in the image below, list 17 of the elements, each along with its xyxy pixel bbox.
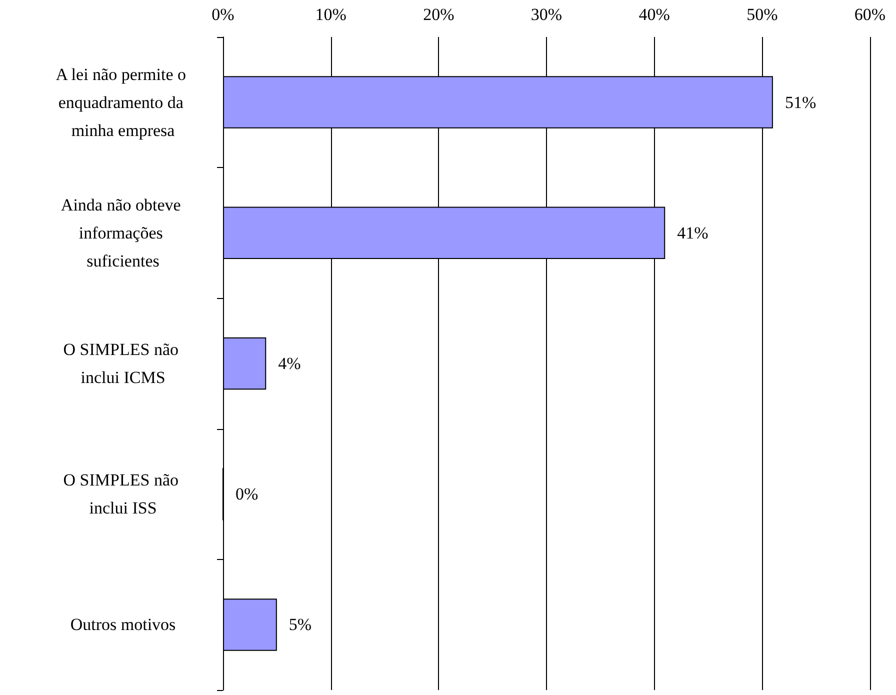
data-label: 51% xyxy=(784,92,816,112)
y-tick-label: Ainda não obteve informações suficientes xyxy=(60,195,186,270)
data-label: 5% xyxy=(288,615,312,634)
x-tick-label: 0% xyxy=(212,5,234,24)
x-tick-label: 40% xyxy=(638,5,670,24)
x-tick-label: 60% xyxy=(854,5,886,24)
x-tick-label: 10% xyxy=(315,5,346,24)
x-tick-label: 30% xyxy=(530,5,562,24)
data-label: 0% xyxy=(236,484,258,504)
x-tick-label: 20% xyxy=(423,5,454,24)
x-tick-label: 50% xyxy=(746,5,778,24)
data-label: 4% xyxy=(278,354,301,373)
y-tick-label: Outros motivos xyxy=(70,615,176,634)
y-tick-label: O SIMPLES não inclui ISS xyxy=(63,470,183,518)
data-label: 41% xyxy=(677,223,708,242)
y-tick-label: O SIMPLES não inclui ICMS xyxy=(63,340,183,387)
y-tick-label: A lei não permite o enquadramento da minha empresa xyxy=(56,64,190,140)
